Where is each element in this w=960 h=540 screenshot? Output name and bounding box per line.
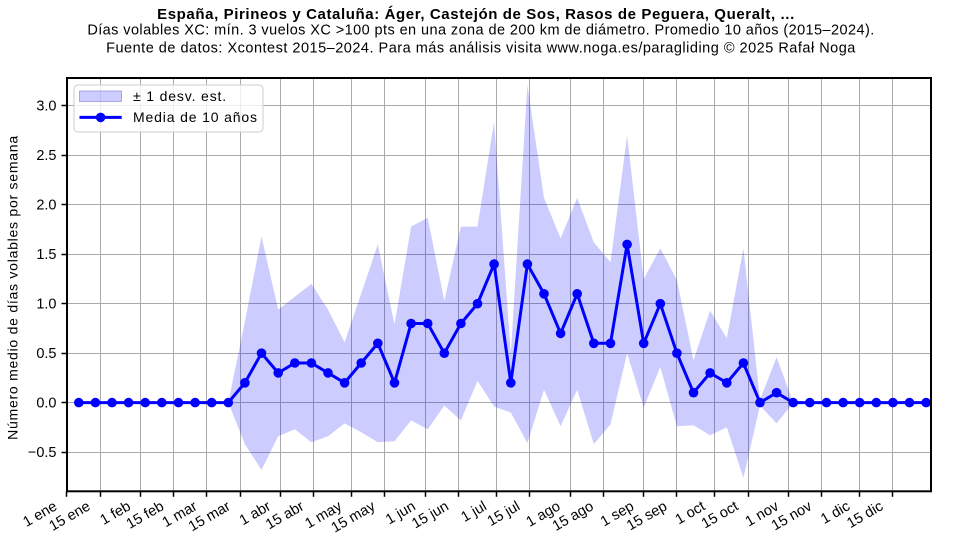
svg-text:Media de 10 años: Media de 10 años	[133, 109, 258, 125]
svg-text:Fuente de datos: Xcontest 2015: Fuente de datos: Xcontest 2015–2024. Par…	[106, 41, 856, 57]
svg-text:España, Pirineos y Cataluña: Á: España, Pirineos y Cataluña: Áger, Caste…	[157, 6, 795, 23]
svg-text:0.5: 0.5	[36, 346, 56, 362]
svg-text:0.0: 0.0	[36, 395, 56, 411]
svg-text:2.0: 2.0	[36, 198, 56, 214]
svg-text:1.0: 1.0	[36, 296, 56, 312]
svg-text:−0.5: −0.5	[28, 445, 57, 461]
svg-text:± 1 desv. est.: ± 1 desv. est.	[133, 88, 227, 104]
svg-text:1.5: 1.5	[36, 247, 56, 263]
svg-text:Días volables XC: mín. 3 vuelo: Días volables XC: mín. 3 vuelos XC >100 …	[87, 22, 874, 38]
svg-text:2.5: 2.5	[36, 148, 56, 164]
svg-text:3.0: 3.0	[36, 99, 56, 115]
svg-text:Número medio de días volables: Número medio de días volables por semana	[5, 135, 21, 440]
